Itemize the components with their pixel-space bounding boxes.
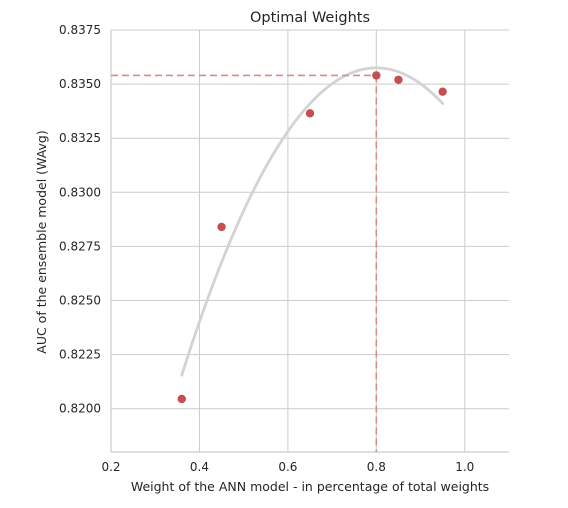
y-axis-label: AUC of the ensemble model (WAvg): [34, 130, 49, 353]
data-point: [372, 71, 381, 80]
y-tick-label: 0.8225: [59, 348, 101, 362]
x-tick-labels: 0.2 0.4 0.6 0.8 1.0: [101, 460, 474, 474]
data-point: [394, 75, 403, 84]
data-point: [305, 109, 315, 118]
axes-spines: [110, 30, 509, 453]
grid-lines: [110, 29, 509, 452]
y-tick-label: 0.8375: [59, 23, 101, 37]
y-tick-label: 0.8350: [59, 77, 101, 91]
fit-curve: [180, 66, 445, 377]
y-tick-label: 0.8275: [59, 239, 101, 253]
y-tick-label: 0.8325: [59, 131, 101, 145]
x-axis-label: Weight of the ANN model - in percentage …: [131, 479, 489, 494]
x-tick-label: 0.8: [367, 460, 386, 474]
y-tick-label: 0.8200: [59, 402, 101, 416]
x-tick-label: 0.6: [278, 460, 297, 474]
data-point: [177, 394, 186, 404]
data-points: [177, 71, 447, 404]
reference-lines: [111, 74, 378, 452]
chart-title: Optimal Weights: [250, 10, 370, 26]
y-tick-label: 0.8300: [59, 185, 101, 199]
x-tick-label: 0.4: [190, 460, 209, 474]
x-tick-label: 0.2: [101, 460, 120, 474]
data-point: [217, 222, 226, 232]
fit-curve-group: [180, 66, 445, 377]
y-tick-label: 0.8250: [59, 294, 101, 308]
y-tick-labels: 0.8200 0.8225 0.8250 0.8275 0.8300 0.8325 0.83…: [59, 23, 101, 416]
x-tick-label: 1.0: [455, 460, 474, 474]
data-point: [438, 87, 447, 96]
